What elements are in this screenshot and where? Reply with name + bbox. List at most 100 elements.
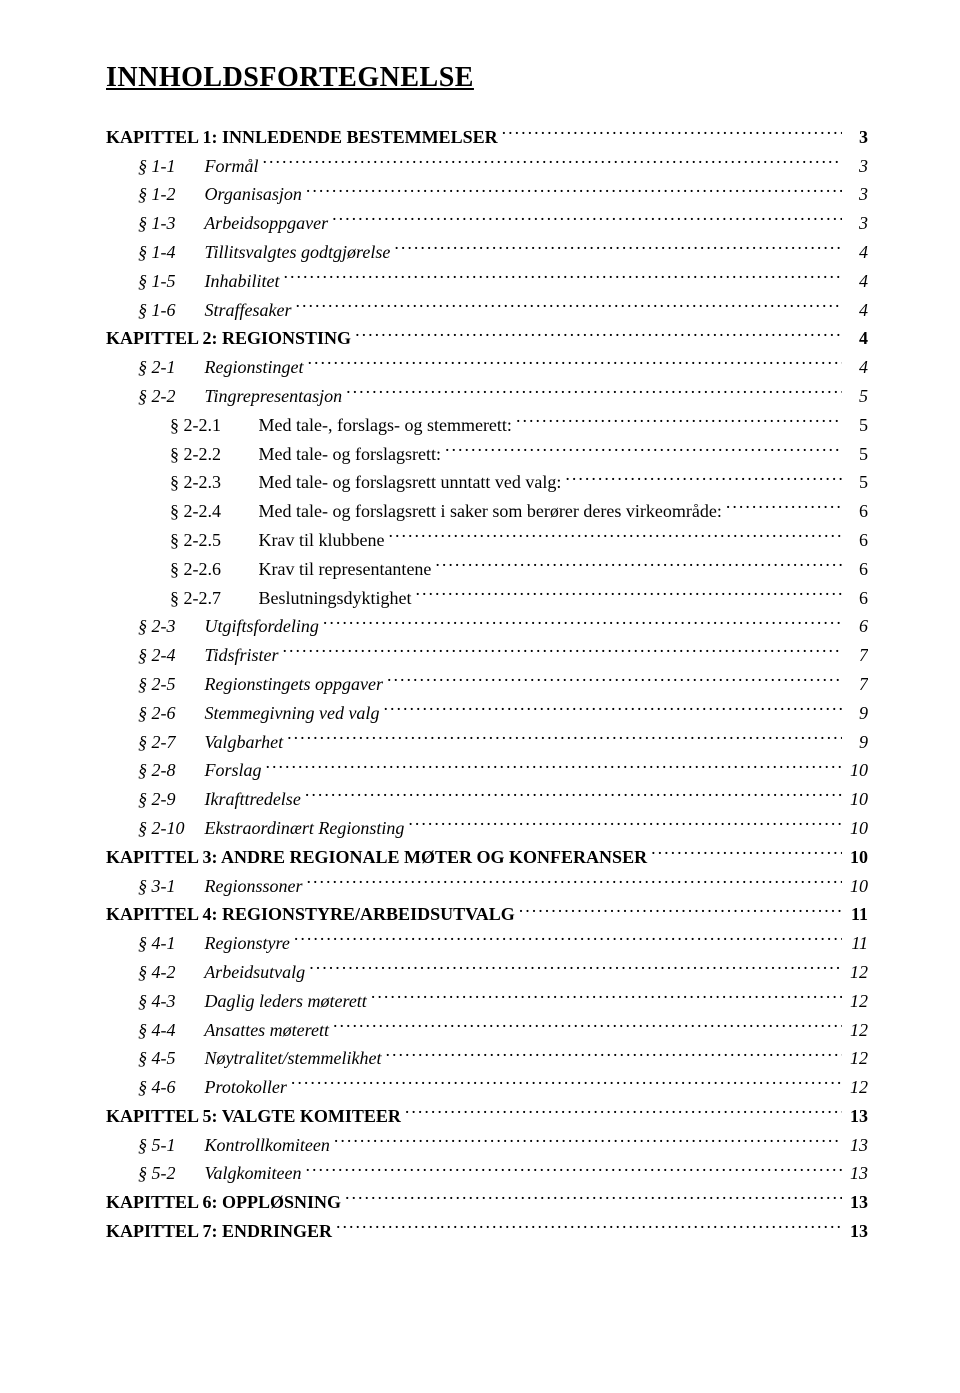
toc-entry-number: § 1-2	[138, 180, 200, 209]
toc-leader-dots	[287, 730, 842, 748]
toc-entry-title: Kontrollkomiteen	[205, 1135, 330, 1155]
toc-leader-dots	[519, 902, 842, 920]
toc-leader-dots	[405, 1104, 842, 1122]
toc-entry-label: KAPITTEL 2: REGIONSTING	[106, 324, 351, 353]
toc-chapter: KAPITTEL 1: INNLEDENDE BESTEMMELSER 3	[106, 123, 868, 152]
toc-entry-label: § 2-10 Ekstraordinært Regionsting	[138, 814, 404, 843]
toc-section: § 2-1 Regionstinget 4	[106, 353, 868, 382]
toc-section: § 2-6 Stemmegivning ved valg9	[106, 699, 868, 728]
toc-entry-label: § 1-5 Inhabilitet	[138, 267, 280, 296]
toc-entry-label: KAPITTEL 5: VALGTE KOMITEER	[106, 1102, 401, 1131]
toc-entry-number: § 2-1	[138, 353, 200, 382]
toc-entry-label: § 4-3 Daglig leders møterett	[138, 987, 367, 1016]
toc-section: § 1-2 Organisasjon3	[106, 180, 868, 209]
toc-entry-number: § 4-3	[138, 987, 200, 1016]
toc-entry-title: Ekstraordinært Regionsting	[205, 818, 405, 838]
toc-leader-dots	[565, 470, 842, 488]
toc-entry-label: § 2-6 Stemmegivning ved valg	[138, 699, 379, 728]
toc-entry-label: KAPITTEL 1: INNLEDENDE BESTEMMELSER	[106, 123, 498, 152]
toc-entry-page: 12	[846, 1016, 868, 1045]
toc-entry-page: 6	[846, 497, 868, 526]
toc-entry-number: § 4-5	[138, 1044, 200, 1073]
toc-leader-dots	[445, 442, 842, 460]
toc-entry-page: 11	[846, 929, 868, 958]
toc-entry-title: Tidsfrister	[205, 645, 279, 665]
toc-entry-label: § 2-2.7 Beslutningsdyktighet	[170, 584, 412, 613]
toc-leader-dots	[726, 499, 842, 517]
toc-entry-number: § 4-1	[138, 929, 200, 958]
toc-entry-number: § 1-5	[138, 267, 200, 296]
toc-leader-dots	[332, 211, 842, 229]
toc-entry-number: § 3-1	[138, 872, 200, 901]
toc-leader-dots	[383, 701, 842, 719]
toc-entry-page: 11	[846, 900, 868, 929]
page-title: INNHOLDSFORTEGNELSE	[106, 56, 868, 101]
toc-entry-page: 3	[846, 123, 868, 152]
toc-entry-page: 3	[846, 209, 868, 238]
toc-section: § 2-2 Tingrepresentasjon5	[106, 382, 868, 411]
toc-leader-dots	[305, 1161, 842, 1179]
toc-subsection: § 2-2.4 Med tale- og forslagsrett i sake…	[106, 497, 868, 526]
toc-entry-number: § 1-4	[138, 238, 200, 267]
toc-entry-page: 5	[846, 440, 868, 469]
toc-entry-label: § 2-2.6 Krav til representantene	[170, 555, 431, 584]
toc-entry-number: § 4-6	[138, 1073, 200, 1102]
toc-section: § 3-1 Regionssoner10	[106, 872, 868, 901]
toc-leader-dots	[266, 758, 842, 776]
toc-entry-title: Utgiftsfordeling	[205, 616, 319, 636]
toc-subsection: § 2-2.1 Med tale-, forslags- og stemmere…	[106, 411, 868, 440]
toc-entry-title: Arbeidsoppgaver	[204, 213, 328, 233]
toc-entry-label: § 2-4 Tidsfrister	[138, 641, 279, 670]
toc-entry-number: § 2-4	[138, 641, 200, 670]
toc-entry-label: § 2-2.2 Med tale- og forslagsrett:	[170, 440, 441, 469]
toc-entry-label: § 2-2 Tingrepresentasjon	[138, 382, 342, 411]
toc-entry-title: Regionstinget	[205, 357, 304, 377]
toc-entry-page: 4	[846, 296, 868, 325]
toc-section: § 4-3 Daglig leders møterett 12	[106, 987, 868, 1016]
toc-entry-page: 13	[846, 1131, 868, 1160]
toc-leader-dots	[284, 269, 843, 287]
toc-section: § 1-3 Arbeidsoppgaver3	[106, 209, 868, 238]
toc-entry-title: Regionssoner	[205, 876, 303, 896]
toc-leader-dots	[355, 326, 842, 344]
toc-section: § 2-10 Ekstraordinært Regionsting10	[106, 814, 868, 843]
toc-entry-page: 6	[846, 584, 868, 613]
toc-entry-label: KAPITTEL 3: ANDRE REGIONALE MØTER OG KON…	[106, 843, 647, 872]
toc-entry-title: Ansattes møterett	[204, 1020, 329, 1040]
toc-entry-page: 13	[846, 1102, 868, 1131]
toc-entry-title: Med tale-, forslags- og stemmerett:	[259, 415, 512, 435]
toc-subsection: § 2-2.6 Krav til representantene6	[106, 555, 868, 584]
toc-entry-page: 6	[846, 526, 868, 555]
toc-leader-dots	[502, 125, 842, 143]
toc-entry-label: § 1-4 Tillitsvalgtes godtgjørelse	[138, 238, 390, 267]
toc-entry-title: Krav til klubbene	[259, 530, 385, 550]
toc-section: § 4-2 Arbeidsutvalg12	[106, 958, 868, 987]
toc-entry-title: Arbeidsutvalg	[204, 962, 305, 982]
toc-entry-page: 5	[846, 411, 868, 440]
toc-leader-dots	[307, 355, 842, 373]
toc-section: § 1-1 Formål3	[106, 152, 868, 181]
toc-section: § 2-8 Forslag10	[106, 756, 868, 785]
toc-entry-number: § 5-1	[138, 1131, 200, 1160]
toc-entry-number: § 2-2	[138, 382, 200, 411]
toc-entry-number: § 5-2	[138, 1159, 200, 1188]
toc-leader-dots	[307, 874, 843, 892]
toc-entry-label: § 2-9 Ikrafttredelse	[138, 785, 301, 814]
toc-chapter: KAPITTEL 7: ENDRINGER13	[106, 1217, 868, 1246]
toc-entry-label: § 2-2.1 Med tale-, forslags- og stemmere…	[170, 411, 512, 440]
toc-entry-number: § 2-2.2	[170, 440, 254, 469]
toc-subsection: § 2-2.5 Krav til klubbene6	[106, 526, 868, 555]
toc-entry-page: 4	[846, 267, 868, 296]
toc-entry-page: 4	[846, 238, 868, 267]
toc-entry-page: 12	[846, 987, 868, 1016]
toc-section: § 2-7 Valgbarhet9	[106, 728, 868, 757]
toc-section: § 1-6 Straffesaker 4	[106, 296, 868, 325]
toc-entry-page: 3	[846, 152, 868, 181]
toc-entry-title: Tingrepresentasjon	[205, 386, 343, 406]
toc-entry-page: 4	[846, 353, 868, 382]
toc-entry-label: § 1-6 Straffesaker	[138, 296, 292, 325]
toc-entry-title: Valgbarhet	[205, 732, 284, 752]
toc-entry-title: Valgkomiteen	[205, 1163, 302, 1183]
toc-entry-number: § 2-2.6	[170, 555, 254, 584]
toc-entry-label: § 2-2.3 Med tale- og forslagsrett unntat…	[170, 468, 561, 497]
